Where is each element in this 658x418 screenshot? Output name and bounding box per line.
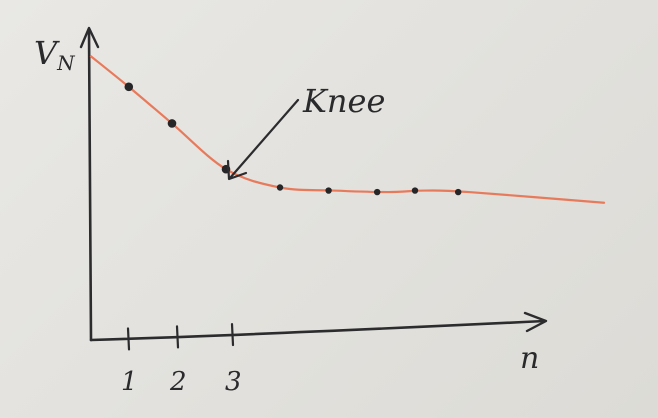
data-point <box>325 187 332 194</box>
x-tick-label: 1 <box>121 367 138 397</box>
y-axis-arrowhead <box>79 26 100 49</box>
knee-annotation-label: Knee <box>302 82 385 120</box>
knee-arrow <box>228 98 300 180</box>
x-axis-label: n <box>520 341 539 376</box>
data-markers <box>124 82 462 196</box>
data-point <box>124 82 134 92</box>
x-tick-label: 2 <box>169 367 187 397</box>
x-tick-labels: 1 2 3 <box>121 367 242 397</box>
data-point <box>455 188 462 196</box>
axes <box>79 26 548 342</box>
y-axis <box>87 28 93 342</box>
y-axis-label: VN <box>34 34 76 75</box>
x-tick <box>175 325 180 349</box>
series-curve <box>89 55 606 204</box>
x-tick <box>126 327 131 351</box>
data-point <box>374 188 381 196</box>
data-point <box>276 184 284 191</box>
data-point <box>167 119 177 128</box>
data-point <box>411 187 419 194</box>
x-axis <box>89 319 547 342</box>
x-ticks <box>126 322 235 351</box>
x-tick <box>230 322 235 347</box>
x-axis-arrowhead <box>523 311 548 333</box>
x-tick-label: 3 <box>225 367 242 397</box>
knee-arrowhead <box>226 159 248 181</box>
